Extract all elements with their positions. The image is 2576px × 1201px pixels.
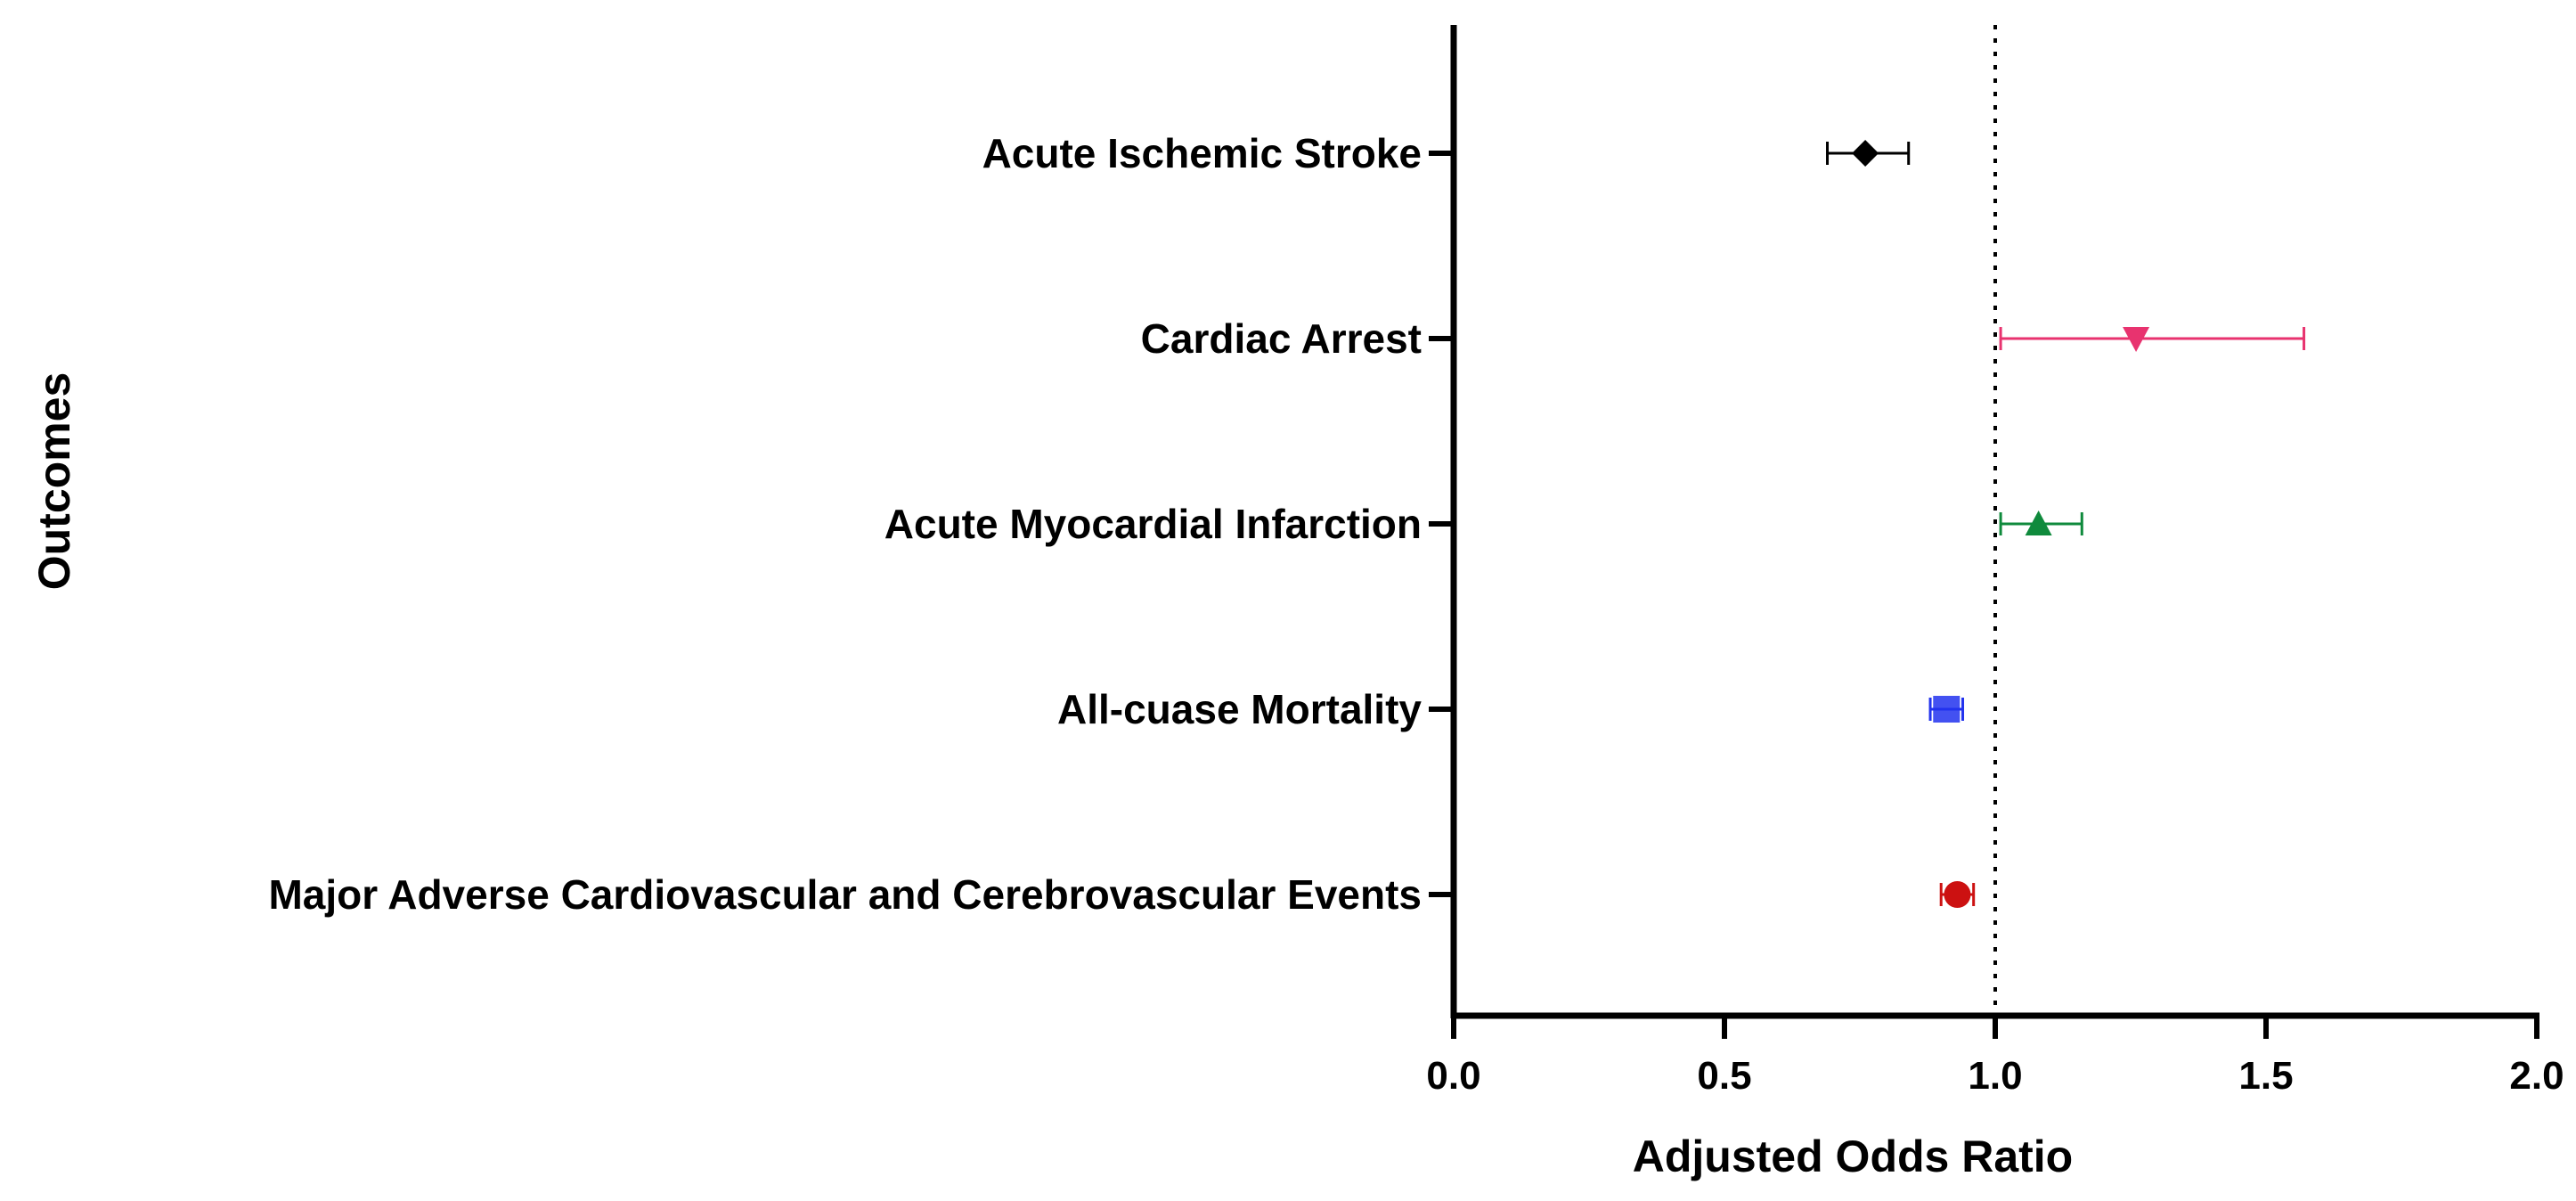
point-marker <box>1944 881 1971 908</box>
x-tick-label: 1.5 <box>2238 1054 2293 1098</box>
point-marker <box>1852 140 1879 167</box>
x-tick-label: 1.0 <box>1968 1054 2022 1098</box>
point-marker <box>2123 327 2150 352</box>
y-tick-label: All-cuase Mortality <box>1057 686 1422 732</box>
y-tick-label: Cardiac Arrest <box>1141 315 1422 362</box>
point-marker <box>1933 696 1961 723</box>
y-tick-label: Acute Myocardial Infarction <box>884 501 1422 547</box>
y-axis-title: Outcomes <box>29 372 79 591</box>
plot-marks <box>1826 140 2306 908</box>
x-tick-label: 0.5 <box>1697 1054 1751 1098</box>
point-marker <box>2025 511 2052 535</box>
x-tick-label: 0.0 <box>1426 1054 1480 1098</box>
y-tick-label: Acute Ischemic Stroke <box>982 130 1422 176</box>
x-axis-title: Adjusted Odds Ratio <box>1633 1132 2073 1181</box>
axes: 0.0 0.5 1.0 1.5 2.0 Acute Ischemic Stroke Card… <box>268 25 2564 1098</box>
y-tick-label: Major Adverse Cardiovascular and Cerebro… <box>268 871 1422 918</box>
x-tick-label: 2.0 <box>2509 1054 2564 1098</box>
